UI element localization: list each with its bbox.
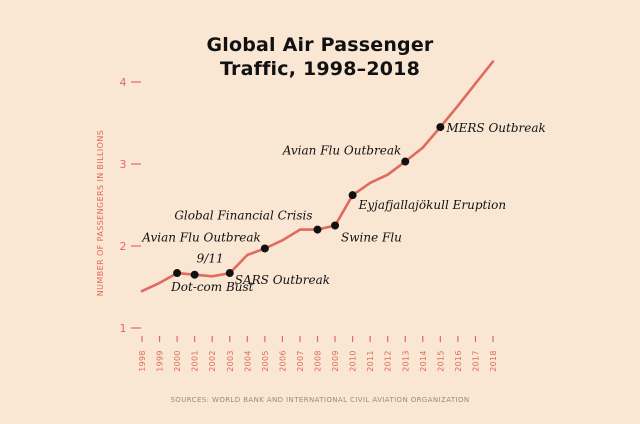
y-tick-label: 3 <box>120 158 127 171</box>
x-tick-label: 2000 <box>173 350 182 372</box>
event-marker <box>436 123 445 132</box>
x-tick-label: 2016 <box>454 350 463 372</box>
x-tick-label: 2002 <box>208 350 217 372</box>
x-tick-label: 2001 <box>191 350 200 372</box>
event-label: SARS Outbreak <box>235 273 330 287</box>
x-tick-label: 2014 <box>419 350 428 372</box>
x-tick-label: 2015 <box>436 350 445 372</box>
series-line <box>140 60 495 293</box>
event-label: Swine Flu <box>341 231 402 245</box>
source-note: SOURCES: WORLD BANK AND INTERNATIONAL CI… <box>170 396 470 404</box>
event-marker <box>348 191 357 200</box>
x-tick-label: 2007 <box>296 350 305 372</box>
x-tick-label: 1998 <box>138 350 147 372</box>
x-tick-label: 2004 <box>243 350 252 372</box>
x-tick-label: 2003 <box>226 350 235 372</box>
x-tick-label: 2005 <box>261 350 270 372</box>
event-marker <box>173 269 182 278</box>
event-label: Global Financial Crisis <box>174 209 312 223</box>
event-label: MERS Outbreak <box>445 121 545 135</box>
x-tick-label: 2010 <box>349 350 358 372</box>
x-tick-label: 2013 <box>401 350 410 372</box>
x-tick-label: 1999 <box>156 350 165 372</box>
x-tick-label: 2006 <box>278 350 287 372</box>
y-axis-label: NUMBER OF PASSENGERS IN BILLIONS <box>96 130 105 296</box>
y-tick-label: 4 <box>120 76 127 89</box>
y-tick-label: 2 <box>120 240 127 253</box>
x-tick-label: 2009 <box>331 350 340 372</box>
event-marker <box>225 269 234 278</box>
event-marker <box>331 221 340 230</box>
event-label: Dot-com Bust <box>170 280 254 294</box>
event-marker <box>260 244 269 253</box>
x-tick-label: 2012 <box>384 350 393 372</box>
x-tick-label: 2011 <box>366 350 375 372</box>
x-tick-label: 2008 <box>314 350 323 372</box>
x-tick-label: 2018 <box>489 350 498 372</box>
event-marker <box>401 157 410 166</box>
y-tick-label: 1 <box>120 322 127 335</box>
event-label: Avian Flu Outbreak <box>141 230 261 244</box>
x-tick-label: 2017 <box>471 350 480 372</box>
event-label: Eyjafjallajökull Eruption <box>358 198 507 212</box>
event-label: 9/11 <box>197 252 224 266</box>
chart-title-line1: Global Air Passenger <box>206 34 434 56</box>
event-label: Avian Flu Outbreak <box>282 144 402 158</box>
event-marker <box>190 270 199 279</box>
event-marker <box>313 225 322 234</box>
chart-title-line2: Traffic, 1998–2018 <box>219 58 421 80</box>
